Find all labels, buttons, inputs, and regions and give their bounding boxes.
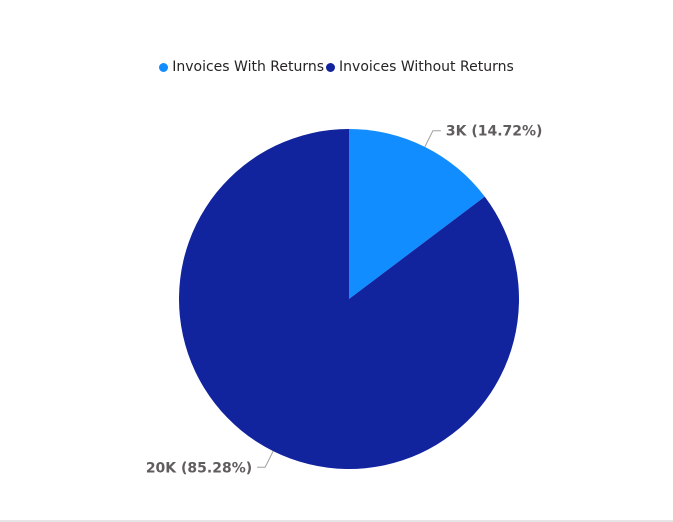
pie-slice-without-returns[interactable]	[179, 129, 520, 469]
legend-dot-with-returns	[159, 62, 169, 72]
legend-label-without-returns: Invoices Without Returns	[339, 59, 514, 75]
bottom-divider	[0, 520, 673, 522]
pie-slice-with-returns[interactable]	[349, 129, 485, 299]
data-label-without-returns: 20K (85.28%)	[146, 460, 252, 476]
legend-label-with-returns: Invoices With Returns	[172, 59, 325, 75]
legend-dot-without-returns	[326, 62, 336, 72]
legend-item-with-returns[interactable]: Invoices With Returns	[159, 59, 324, 75]
legend-item-without-returns[interactable]: Invoices Without Returns	[326, 59, 514, 75]
leader-line-without-returns	[257, 450, 274, 468]
data-label-with-returns: 3K (14.72%)	[446, 124, 543, 140]
leader-line-with-returns	[424, 130, 441, 148]
chart-legend: Invoices With Returns Invoices Without R…	[0, 59, 673, 75]
